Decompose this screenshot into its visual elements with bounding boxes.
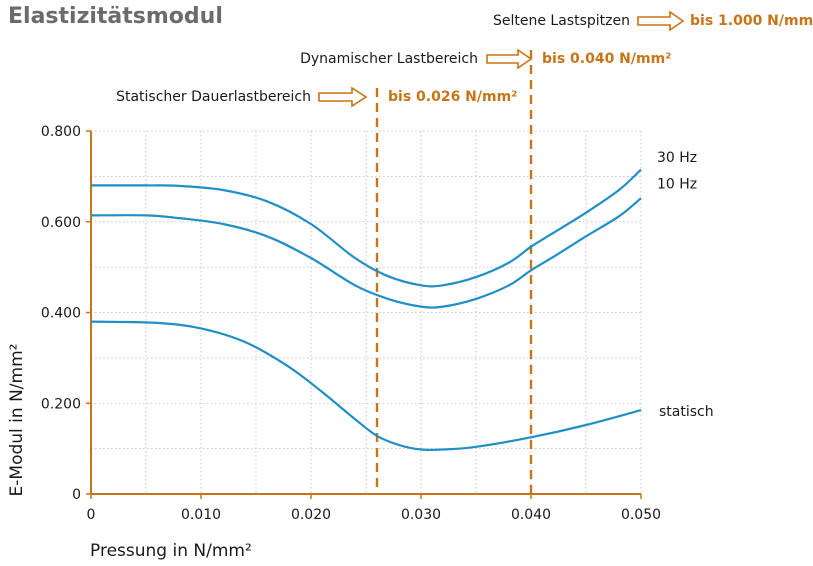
label-layer: 30 Hz 10 Hz statisch xyxy=(657,150,714,420)
axis-layer: 0 0.010 0.020 0.030 0.040 0.050 0 0.200 0.400 0.6… xyxy=(41,124,661,523)
chart-title: Elastizitätsmodul xyxy=(8,4,223,29)
series-label: statisch xyxy=(659,404,714,420)
series-line xyxy=(90,197,642,309)
y-tick-label: 0 xyxy=(72,487,81,503)
arrow-icon xyxy=(318,86,368,108)
annotation-label: Dynamischer Lastbereich xyxy=(300,51,478,67)
x-axis-label: Pressung in N/mm² xyxy=(90,541,252,561)
series-layer xyxy=(90,168,642,452)
annotation-label: Statischer Dauerlastbereich xyxy=(116,89,311,105)
series-label: 10 Hz xyxy=(657,177,697,193)
arrow-icon xyxy=(637,10,685,32)
x-tick-label: 0.030 xyxy=(401,507,441,523)
x-tick-label: 0.040 xyxy=(511,507,551,523)
x-tick-label: 0.050 xyxy=(621,507,661,523)
series-label: 30 Hz xyxy=(657,150,697,166)
annotation-value: bis 0.026 N/mm² xyxy=(388,89,517,105)
series-line xyxy=(91,168,642,288)
annotation-dynamischer-lastbereich: Dynamischer Lastbereich bis 0.040 N/mm² xyxy=(300,48,671,70)
grid-layer xyxy=(91,130,642,494)
y-tick-label: 0.400 xyxy=(41,306,81,322)
series-line xyxy=(90,320,642,452)
annotation-statischer-dauerlastbereich: Statischer Dauerlastbereich bis 0.026 N/… xyxy=(116,86,517,108)
annotation-seltene-lastspitzen: Seltene Lastspitzen bis 1.000 N/mm² xyxy=(493,10,813,32)
x-tick-label: 0.020 xyxy=(291,507,331,523)
guide-layer xyxy=(375,50,533,494)
y-tick-label: 0.200 xyxy=(41,396,81,412)
annotation-value: bis 0.040 N/mm² xyxy=(542,51,671,67)
annotation-value: bis 1.000 N/mm² xyxy=(690,13,813,29)
y-tick-label: 0.800 xyxy=(41,124,81,140)
annotation-label: Seltene Lastspitzen xyxy=(493,13,630,29)
arrow-icon xyxy=(486,48,533,70)
x-tick-label: 0.010 xyxy=(181,507,221,523)
y-axis-label: E-Modul in N/mm² xyxy=(7,344,27,497)
x-tick-label: 0 xyxy=(87,507,96,523)
y-tick-label: 0.600 xyxy=(41,215,81,231)
